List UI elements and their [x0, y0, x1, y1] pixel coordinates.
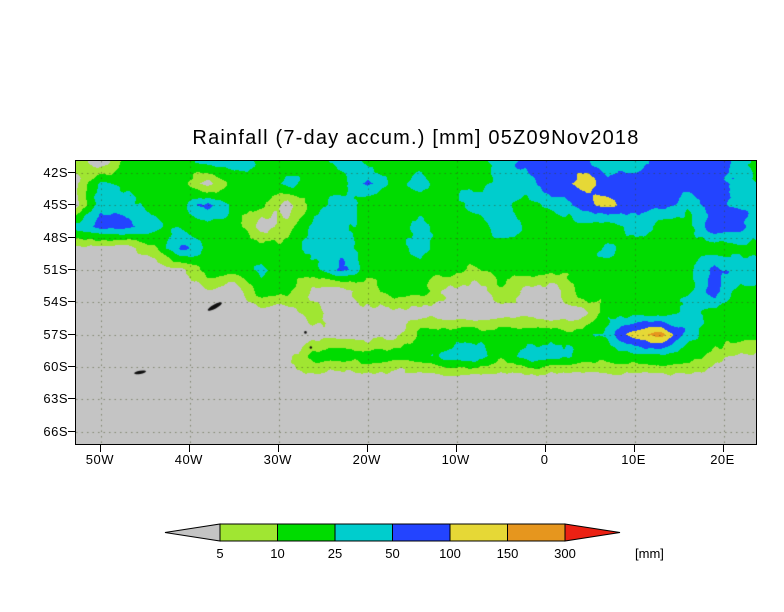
- y-axis-tick-label: 48S: [43, 229, 68, 245]
- colorbar-tick-label: 50: [385, 546, 399, 561]
- y-axis-tick-mark: [68, 333, 75, 335]
- x-axis-tick-label: 10E: [621, 452, 646, 467]
- y-axis-tick-mark: [68, 365, 75, 367]
- colorbar-segment-2: [277, 523, 336, 542]
- rainfall-map: [76, 161, 756, 444]
- colorbar-segment-4: [392, 523, 451, 542]
- x-axis-tick-label: 0: [540, 452, 549, 467]
- colorbar-low-arrow: [164, 523, 221, 542]
- colorbar: 5 10 25 50 100 150 300 [mm]: [164, 523, 664, 561]
- y-axis-tick-label: 54S: [43, 294, 68, 310]
- y-axis-tick-mark: [68, 268, 75, 270]
- y-axis-tick-mark: [68, 236, 75, 238]
- colorbar-tick-label: 25: [328, 546, 342, 561]
- y-axis-tick-mark: [68, 301, 75, 303]
- x-axis-tick-label: 20W: [352, 452, 381, 467]
- x-axis-tick-mark: [366, 445, 368, 452]
- y-axis-tick-mark: [68, 204, 75, 206]
- x-axis-tick-mark: [188, 445, 190, 452]
- x-axis-tick-mark: [633, 445, 635, 452]
- x-axis-tick-label: 30W: [263, 452, 292, 467]
- colorbar-unit-label: [mm]: [635, 546, 664, 561]
- y-axis-tick-label: 66S: [43, 423, 68, 439]
- x-axis-tick-label: 10W: [441, 452, 470, 467]
- y-axis-tick-label: 42S: [43, 164, 68, 180]
- x-axis-tick-label: 40W: [174, 452, 203, 467]
- x-axis-tick-label: 20E: [710, 452, 735, 467]
- colorbar-tick-label: 300: [554, 546, 576, 561]
- colorbar-tick-label: 10: [270, 546, 284, 561]
- colorbar-tick-label: 5: [216, 546, 223, 561]
- plot-title: Rainfall (7-day accum.) [mm] 05Z09Nov201…: [192, 127, 640, 149]
- y-axis-tick-label: 60S: [43, 358, 68, 374]
- x-axis-tick-label: 50W: [85, 452, 114, 467]
- x-axis-tick-mark: [455, 445, 457, 452]
- y-axis-tick-label: 45S: [43, 197, 68, 213]
- colorbar-segment-5: [449, 523, 508, 542]
- x-axis-tick-mark: [277, 445, 279, 452]
- colorbar-tick-label: 150: [497, 546, 519, 561]
- y-axis-tick-mark: [68, 430, 75, 432]
- colorbar-high-arrow: [564, 523, 621, 542]
- y-axis-tick-label: 57S: [43, 326, 68, 342]
- x-axis-tick-mark: [99, 445, 101, 452]
- colorbar-tick-label: 100: [439, 546, 461, 561]
- x-axis-tick-mark: [722, 445, 724, 452]
- y-axis-tick-label: 63S: [43, 391, 68, 407]
- colorbar-segment-3: [334, 523, 393, 542]
- colorbar-segment-6: [507, 523, 566, 542]
- y-axis-tick-label: 51S: [43, 261, 68, 277]
- x-axis-tick-mark: [544, 445, 546, 452]
- y-axis-tick-mark: [68, 398, 75, 400]
- y-axis-tick-mark: [68, 171, 75, 173]
- map-frame: [75, 160, 757, 445]
- colorbar-segment-1: [219, 523, 278, 542]
